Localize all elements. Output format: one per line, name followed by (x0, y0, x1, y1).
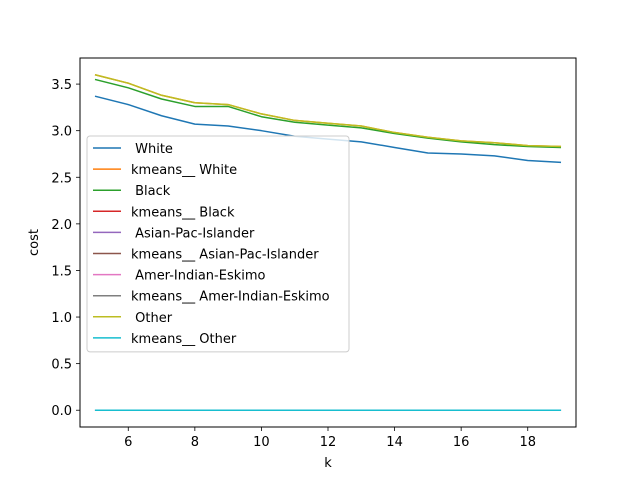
x-axis: 6 8 10 12 14 16 18 (124, 427, 536, 450)
legend-label: Other (131, 311, 173, 326)
y-tick-label: 2.0 (51, 218, 72, 233)
y-tick-label: 0.0 (51, 404, 72, 419)
x-tick-label: 16 (453, 435, 470, 450)
y-tick-label: 1.5 (51, 264, 72, 279)
legend-label: kmeans__ Amer-Indian-Eskimo (131, 290, 330, 305)
legend-label: kmeans__ Asian-Pac-Islander (131, 248, 319, 263)
x-tick-label: 10 (253, 435, 270, 450)
legend-label: White (131, 142, 173, 157)
legend-label: kmeans__ Other (131, 332, 237, 347)
series-line-2 (94, 78, 562, 149)
y-axis-title: cost (27, 229, 42, 256)
x-tick-label: 12 (320, 435, 337, 450)
x-tick-label: 8 (191, 435, 199, 450)
legend-box (86, 135, 350, 353)
x-axis-title: k (324, 456, 332, 471)
x-tick-label: 14 (386, 435, 403, 450)
y-tick-label: 3.0 (51, 125, 72, 140)
series-layer (94, 74, 562, 411)
x-tick-label: 6 (124, 435, 132, 450)
legend-label: Black (131, 184, 171, 199)
legend-label: Asian-Pac-Islander (131, 226, 255, 241)
legend-label: kmeans__ White (131, 163, 237, 178)
y-axis: 0.0 0.5 1.0 1.5 2.0 2.5 3.0 3.5 (51, 78, 80, 419)
legend-label: Amer-Indian-Eskimo (131, 269, 266, 284)
y-tick-label: 0.5 (51, 358, 72, 373)
y-tick-label: 3.5 (51, 78, 72, 93)
series-line-8 (94, 74, 562, 148)
x-tick-label: 18 (519, 435, 536, 450)
y-tick-label: 2.5 (51, 171, 72, 186)
legend-label: kmeans__ Black (131, 205, 235, 220)
y-tick-label: 1.0 (51, 311, 72, 326)
